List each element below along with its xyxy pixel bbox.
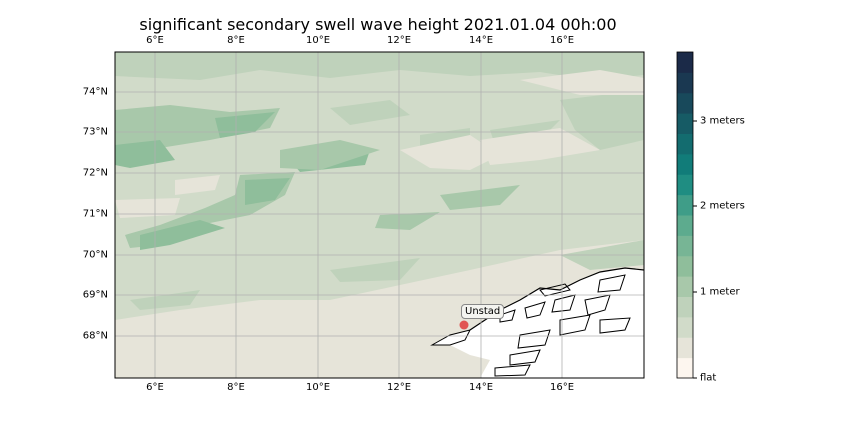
lat-tick: 74°N xyxy=(82,86,108,98)
colorbar-label: flat xyxy=(700,372,717,384)
lat-tick: 71°N xyxy=(82,208,108,220)
colorbar-segment xyxy=(677,316,693,338)
lon-tick-bottom: 8°E xyxy=(227,382,245,393)
wave-field xyxy=(115,52,644,378)
colorbar-frame xyxy=(676,51,694,379)
colorbar-segment xyxy=(677,337,693,359)
colorbar-segment xyxy=(677,52,693,73)
colorbar-segment xyxy=(677,357,693,379)
colorbar-segment xyxy=(677,255,693,277)
lat-tick: 68°N xyxy=(82,330,108,342)
lat-tick: 70°N xyxy=(82,249,108,261)
chart-title: significant secondary swell wave height … xyxy=(139,15,617,34)
colorbar-segment xyxy=(677,276,693,297)
colorbar-label: 1 meter xyxy=(700,286,740,298)
colorbar-segment xyxy=(677,133,693,155)
colorbar-label: 2 meters xyxy=(700,200,745,212)
colorbar-segment xyxy=(677,194,693,216)
lon-tick-bottom: 16°E xyxy=(549,382,575,393)
lon-tick-top: 14°E xyxy=(468,35,494,46)
colorbar xyxy=(677,52,693,379)
colorbar-segment xyxy=(677,235,693,257)
lon-tick-top: 12°E xyxy=(386,35,412,46)
graticule xyxy=(115,52,644,378)
colorbar-segment xyxy=(677,174,693,196)
colorbar-segment xyxy=(677,92,693,114)
colorbar-label: 3 meters xyxy=(700,115,745,127)
place-label-unstad: Unstad xyxy=(461,304,505,319)
lon-tick-top: 10°E xyxy=(305,35,331,46)
lon-tick-top: 16°E xyxy=(549,35,575,46)
colorbar-segment xyxy=(677,153,693,175)
colorbar-segment xyxy=(677,113,693,134)
lon-tick-bottom: 12°E xyxy=(386,382,412,393)
lon-tick-top: 8°E xyxy=(227,35,245,46)
lat-tick: 72°N xyxy=(82,167,108,179)
colorbar-segment xyxy=(677,72,693,94)
lon-tick-bottom: 10°E xyxy=(305,382,331,393)
lat-tick: 69°N xyxy=(82,289,108,301)
lon-tick-bottom: 6°E xyxy=(146,382,164,393)
lon-tick-top: 6°E xyxy=(146,35,164,46)
colorbar-segment xyxy=(677,215,693,236)
location-marker xyxy=(459,320,469,330)
lon-tick-bottom: 14°E xyxy=(468,382,494,393)
colorbar-segment xyxy=(677,296,693,318)
map-frame xyxy=(114,51,645,379)
lat-tick: 73°N xyxy=(82,126,108,138)
